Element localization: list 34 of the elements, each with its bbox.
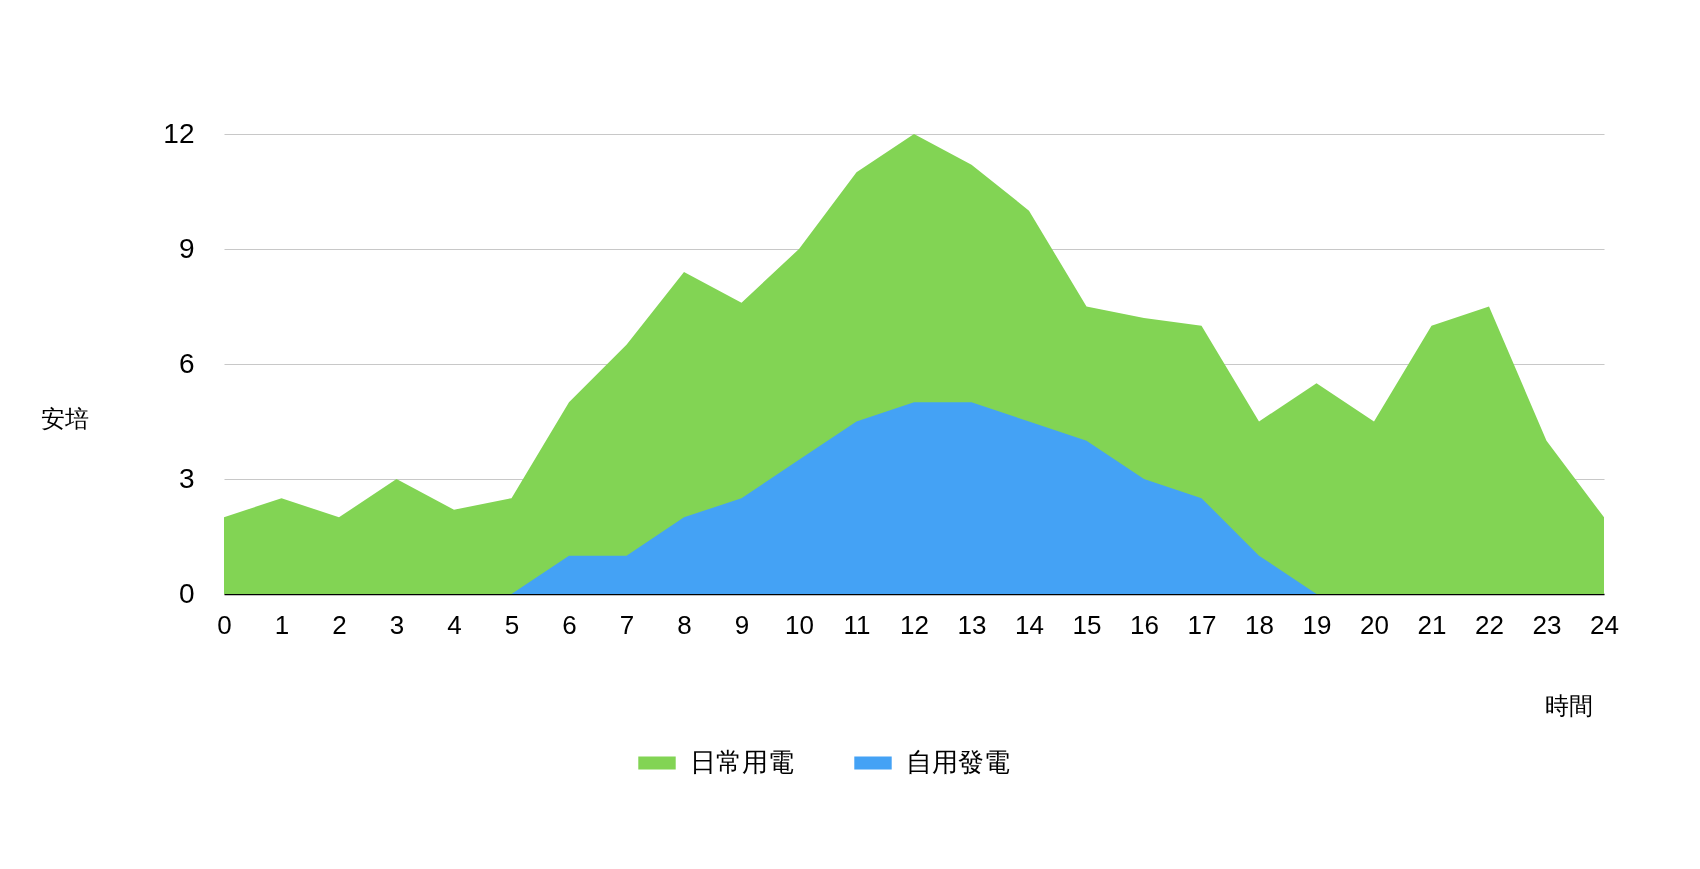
x-tick-label: 4	[447, 609, 462, 640]
x-tick-label: 6	[562, 609, 577, 640]
x-tick-label: 16	[1130, 609, 1159, 640]
x-tick-label: 0	[217, 609, 232, 640]
x-tick-label: 2	[332, 609, 347, 640]
legend-label: 自用發電	[906, 747, 1010, 777]
x-tick-label: 21	[1417, 609, 1447, 640]
y-tick-label: 0	[178, 577, 195, 609]
x-axis-title: 時間	[1544, 691, 1593, 719]
x-tick-label: 8	[677, 609, 692, 640]
y-tick-label: 3	[178, 462, 195, 494]
x-tick-label: 18	[1245, 609, 1274, 640]
x-tick-label: 3	[389, 609, 405, 640]
x-tick-label: 9	[734, 609, 750, 640]
legend-label: 日常用電	[690, 747, 794, 777]
x-tick-label: 7	[619, 609, 635, 640]
x-tick-label: 13	[957, 609, 987, 640]
x-tick-label: 20	[1360, 609, 1389, 640]
y-axis-title: 安培	[40, 404, 89, 432]
x-tick-label: 23	[1532, 609, 1562, 640]
x-tick-label: 5	[504, 609, 520, 640]
y-tick-label: 12	[163, 117, 195, 149]
y-tick-label: 6	[178, 347, 195, 379]
x-tick-label: 22	[1475, 609, 1504, 640]
x-tick-label: 14	[1015, 609, 1044, 640]
x-tick-label: 1	[274, 609, 290, 640]
x-tick-label: 12	[900, 609, 929, 640]
x-tick-label: 17	[1187, 609, 1217, 640]
x-tick-label: 19	[1302, 609, 1332, 640]
y-tick-label: 9	[178, 232, 195, 264]
x-tick-label: 15	[1072, 609, 1102, 640]
x-tick-label: 24	[1590, 609, 1619, 640]
x-tick-label: 11	[843, 609, 871, 640]
x-tick-label: 10	[785, 609, 814, 640]
